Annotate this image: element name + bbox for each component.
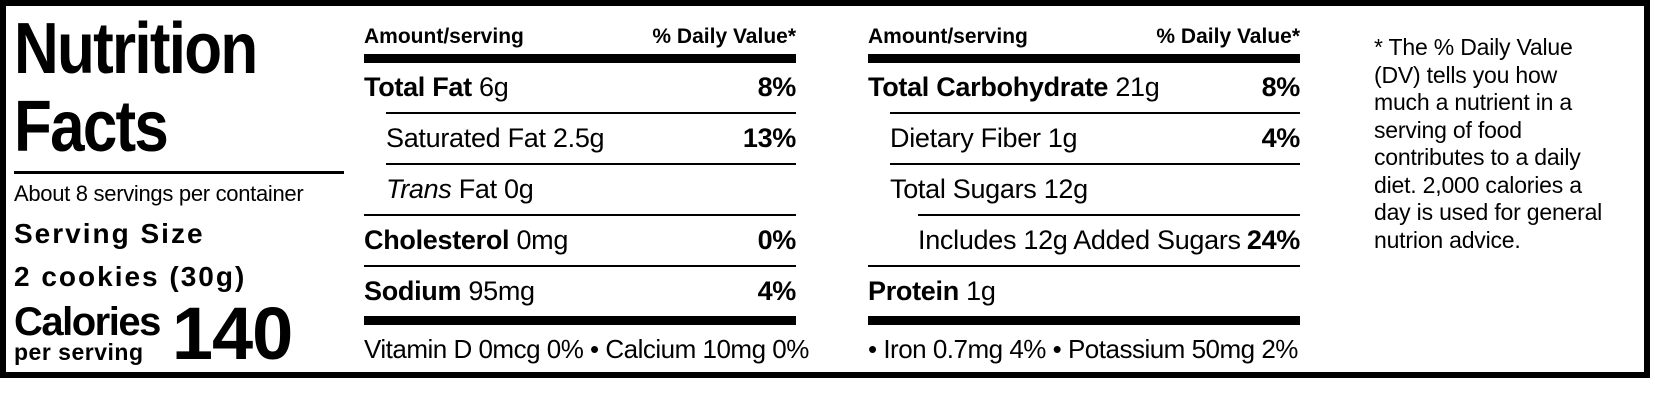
label-title: Nutrition Facts bbox=[14, 10, 298, 166]
nutrient-name: Cholesterol bbox=[364, 225, 510, 255]
label-title-line2: Facts bbox=[14, 87, 169, 167]
nutrient-name-amount: Sodium 95mg bbox=[364, 276, 535, 307]
thin-divider bbox=[364, 214, 796, 216]
calories-wording: Calories per serving bbox=[14, 300, 161, 365]
nutrient-name-amount: Protein 1g bbox=[868, 276, 996, 307]
servings-per-container: About 8 servings per container bbox=[14, 181, 304, 206]
calories-value: 140 bbox=[171, 292, 293, 375]
column-header: Amount/serving % Daily Value* bbox=[364, 19, 796, 54]
nutrient-dv: 8% bbox=[1261, 72, 1301, 102]
thick-divider bbox=[364, 316, 796, 325]
daily-value-header: % Daily Value* bbox=[1156, 25, 1300, 48]
nutrient-amount: 12g bbox=[1043, 174, 1088, 204]
amount-serving-header: Amount/serving bbox=[364, 25, 524, 48]
nutrient-name-italic: Trans bbox=[386, 174, 452, 204]
thin-divider bbox=[14, 171, 344, 174]
row-trans-fat: Trans Fat 0g bbox=[364, 165, 796, 214]
thick-divider bbox=[868, 316, 1300, 325]
micronutrients-line-right: • Iron 0.7mg 4% • Potassium 50mg 2% bbox=[868, 334, 1298, 364]
serving-size-label: Serving Size bbox=[14, 218, 205, 249]
daily-value-header: % Daily Value* bbox=[652, 25, 796, 48]
nutrient-name-amount: Dietary Fiber 1g bbox=[890, 123, 1078, 154]
thick-divider bbox=[364, 54, 796, 63]
nutrient-name: Total Sugars bbox=[890, 174, 1037, 204]
row-total-sugars: Total Sugars 12g bbox=[868, 165, 1300, 214]
thin-divider bbox=[918, 214, 1300, 216]
row-sodium: Sodium 95mg 4% bbox=[364, 267, 796, 316]
row-dietary-fiber: Dietary Fiber 1g 4% bbox=[868, 114, 1300, 163]
nutrient-name-amount: Total Fat 6g bbox=[364, 72, 509, 103]
nutrient-name-amount: Cholesterol 0mg bbox=[364, 225, 568, 256]
footnote-line: diet. 2,000 calories a bbox=[1374, 171, 1582, 198]
nutrient-name-amount: Total Sugars 12g bbox=[890, 174, 1088, 205]
calories-label: Calories bbox=[14, 300, 161, 344]
footnote-line: contributes to a daily bbox=[1374, 144, 1581, 170]
nutrient-column-2: Amount/serving % Daily Value* Total Carb… bbox=[868, 19, 1300, 365]
footnote-line: * The % Daily Value bbox=[1374, 34, 1573, 60]
nutrient-amount: 2.5g bbox=[552, 123, 605, 153]
nutrient-name: Includes 12g Added Sugars bbox=[918, 225, 1241, 255]
nutrient-amount: 0g bbox=[504, 174, 534, 204]
thick-divider bbox=[868, 54, 1300, 63]
row-total-carbohydrate: Total Carbohydrate 21g 8% bbox=[868, 63, 1300, 112]
nutrient-name: Sodium bbox=[364, 276, 462, 306]
nutrient-amount: 95mg bbox=[468, 276, 535, 306]
footnote-line: nutrion advice. bbox=[1374, 226, 1521, 253]
nutrient-amount: 1g bbox=[966, 276, 996, 306]
nutrient-dv: 4% bbox=[757, 276, 797, 306]
nutrient-name-amount: Total Carbohydrate 21g bbox=[868, 72, 1160, 103]
thin-divider bbox=[890, 112, 1300, 114]
label-title-line1: Nutrition bbox=[14, 9, 258, 89]
thin-divider bbox=[386, 163, 796, 165]
footnote-line: day is used for general bbox=[1374, 199, 1603, 225]
amount-serving-header: Amount/serving bbox=[868, 25, 1028, 48]
calories-block: Calories per serving 140 bbox=[14, 292, 344, 375]
thin-divider bbox=[890, 163, 1300, 165]
nutrient-amount: 1g bbox=[1047, 123, 1078, 153]
daily-value-footnote: * The % Daily Value (DV) tells you how m… bbox=[1374, 34, 1649, 254]
nutrient-amount: 0mg bbox=[516, 225, 569, 255]
nutrient-amount: 21g bbox=[1115, 72, 1160, 102]
nutrient-name: Total Carbohydrate bbox=[868, 72, 1109, 102]
nutrient-amount: 6g bbox=[479, 72, 509, 102]
footnote-line: serving of food bbox=[1374, 116, 1522, 143]
nutrient-name-amount: Includes 12g Added Sugars bbox=[918, 225, 1241, 256]
footnote-line: (DV) tells you how bbox=[1374, 61, 1558, 88]
nutrient-column-1: Amount/serving % Daily Value* Total Fat … bbox=[364, 19, 809, 365]
nutrient-name-amount: Trans Fat 0g bbox=[386, 174, 534, 205]
nutrient-name: Saturated Fat bbox=[386, 123, 546, 153]
thin-divider bbox=[868, 265, 1300, 267]
micronutrients-line-left: Vitamin D 0mcg 0% • Calcium 10mg 0% bbox=[364, 334, 809, 364]
row-added-sugars: Includes 12g Added Sugars 24% bbox=[868, 216, 1300, 265]
serving-size-value: 2 cookies (30g) bbox=[14, 261, 247, 292]
nutrient-name-amount: Saturated Fat 2.5g bbox=[386, 123, 605, 154]
thin-divider bbox=[364, 265, 796, 267]
row-total-fat: Total Fat 6g 8% bbox=[364, 63, 796, 112]
nutrient-name: Protein bbox=[868, 276, 959, 306]
nutrient-name: Fat bbox=[458, 174, 497, 204]
label-border-box: Nutrition Facts About 8 servings per con… bbox=[0, 0, 1650, 378]
nutrient-dv: 13% bbox=[742, 123, 796, 153]
thin-divider bbox=[386, 112, 796, 114]
nutrient-name: Dietary Fiber bbox=[890, 123, 1041, 153]
nutrient-name: Total Fat bbox=[364, 72, 472, 102]
row-cholesterol: Cholesterol 0mg 0% bbox=[364, 216, 796, 265]
footnote-line: much a nutrient in a bbox=[1374, 89, 1573, 115]
calories-per-serving-label: per serving bbox=[14, 339, 144, 365]
nutrient-dv: 24% bbox=[1246, 225, 1300, 255]
row-saturated-fat: Saturated Fat 2.5g 13% bbox=[364, 114, 796, 163]
row-protein: Protein 1g bbox=[868, 267, 1300, 316]
identity-panel: Nutrition Facts About 8 servings per con… bbox=[14, 10, 344, 375]
column-header: Amount/serving % Daily Value* bbox=[868, 19, 1300, 54]
nutrient-dv: 4% bbox=[1261, 123, 1301, 153]
nutrient-dv: 0% bbox=[757, 225, 797, 255]
nutrient-dv: 8% bbox=[757, 72, 797, 102]
